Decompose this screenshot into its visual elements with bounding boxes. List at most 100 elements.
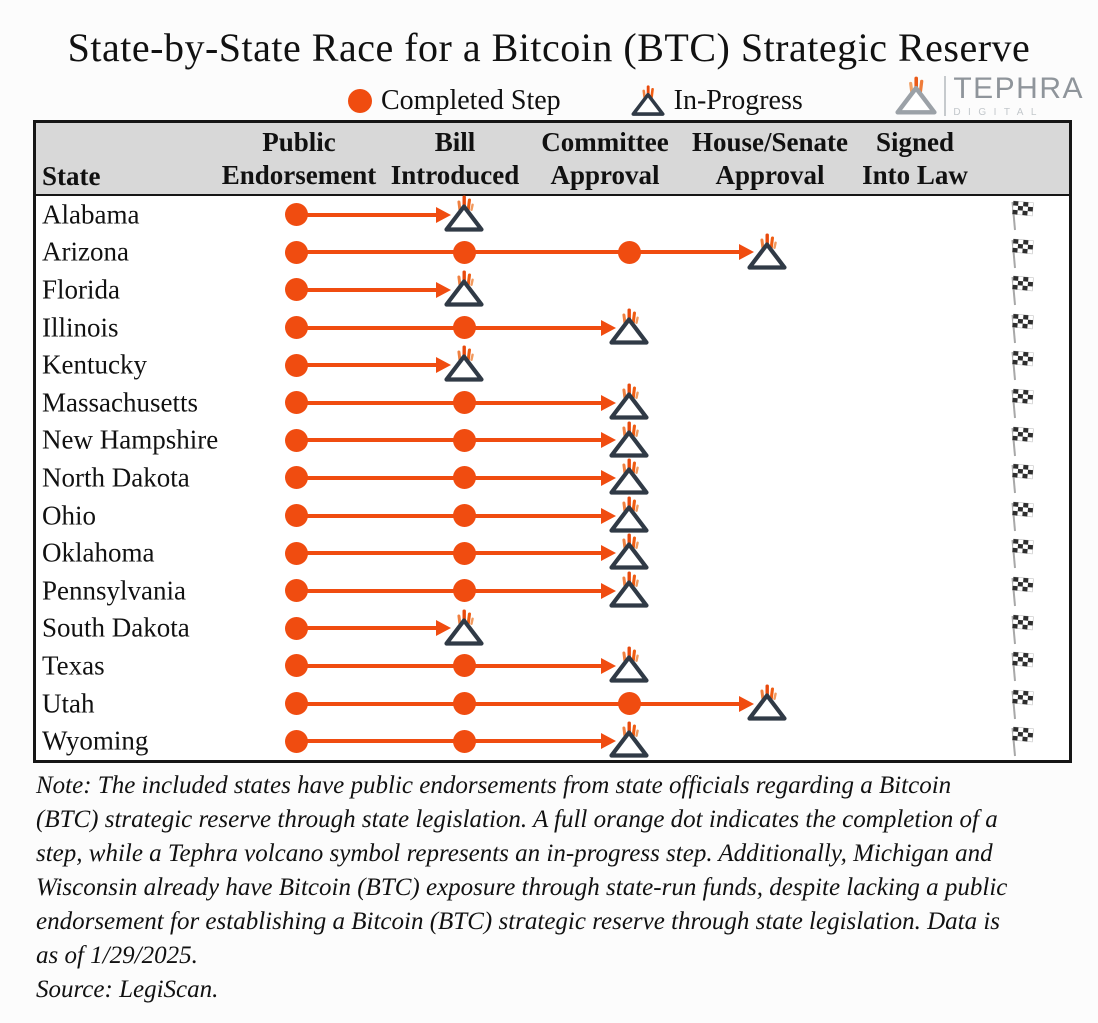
column-header-house-senate-approval: House/Senate Approval	[692, 126, 848, 192]
completed-dot-icon	[452, 579, 476, 603]
logo-sub: DIGITAL	[953, 107, 1044, 118]
state-row: Texas	[36, 646, 1069, 685]
source-line: Source: LegiScan.	[36, 976, 219, 1003]
arrowhead-icon	[601, 394, 616, 411]
tephra-logo: TEPHRA DIGITAL	[895, 74, 1084, 118]
arrowhead-icon	[739, 244, 754, 261]
state-name: Massachusetts	[42, 387, 198, 418]
footnote: Note: The included states have public en…	[36, 769, 1076, 1007]
progress-line	[464, 588, 603, 593]
arrowhead-icon	[601, 657, 616, 674]
column-header-line: Introduced	[390, 160, 520, 190]
volcano-icon	[444, 609, 484, 646]
state-row: Ohio	[36, 496, 1069, 535]
arrowhead-icon	[601, 545, 616, 562]
volcano-icon	[609, 383, 649, 420]
completed-dot-icon	[284, 692, 308, 716]
checkered-flag-icon	[1011, 463, 1034, 494]
footnote-line: as of 1/29/2025.	[36, 942, 198, 969]
progress-line	[464, 701, 629, 706]
progress-line	[296, 325, 464, 330]
progress-line	[296, 363, 438, 368]
legend: Completed Step In-Progress	[348, 85, 803, 117]
completed-dot-icon	[284, 316, 308, 340]
state-name: Arizona	[42, 236, 129, 267]
progress-line	[629, 701, 741, 706]
completed-dot-icon	[284, 278, 308, 302]
volcano-icon	[609, 458, 649, 495]
state-name: Kentucky	[42, 349, 147, 380]
state-row: South Dakota	[36, 609, 1069, 648]
completed-dot-icon	[284, 428, 308, 452]
arrowhead-icon	[436, 281, 451, 298]
column-header-line: Committee	[541, 127, 669, 157]
completed-dot-icon	[452, 654, 476, 678]
state-row: Alabama	[36, 195, 1069, 234]
completed-dot-icon	[452, 541, 476, 565]
completed-dot-icon	[452, 391, 476, 415]
state-row: Kentucky	[36, 345, 1069, 384]
checkered-flag-icon	[1011, 651, 1034, 682]
column-header-committee-approval: Committee Approval	[541, 126, 668, 192]
progress-line	[296, 475, 464, 480]
column-header-line: Approval	[715, 160, 825, 190]
footnote-line: Wisconsin already have Bitcoin (BTC) exp…	[36, 874, 1008, 901]
arrowhead-icon	[601, 432, 616, 449]
state-row: Wyoming	[36, 721, 1069, 760]
volcano-icon	[609, 571, 649, 608]
column-header-line: Into Law	[862, 160, 968, 190]
progress-line	[464, 325, 603, 330]
state-name: Illinois	[42, 312, 119, 343]
completed-dot-icon	[284, 391, 308, 415]
checkered-flag-icon	[1011, 200, 1034, 231]
checkered-flag-icon	[1011, 275, 1034, 306]
table-body: Alabama Arizona	[36, 195, 1069, 760]
legend-completed-label: Completed Step	[381, 85, 561, 116]
arrowhead-icon	[436, 620, 451, 637]
progress-line	[296, 287, 438, 292]
progress-line	[296, 663, 464, 668]
completed-dot-icon	[452, 692, 476, 716]
state-row: Utah	[36, 684, 1069, 723]
column-header-signed-into-law: Signed Into Law	[862, 126, 968, 192]
page-title: State-by-State Race for a Bitcoin (BTC) …	[67, 25, 1031, 70]
state-row: Arizona	[36, 233, 1069, 272]
progress-line	[464, 551, 603, 556]
completed-dot-icon	[452, 729, 476, 753]
progress-line	[296, 701, 464, 706]
footnote-line: step, while a Tephra volcano symbol repr…	[36, 840, 993, 867]
completed-dot-icon	[348, 89, 372, 113]
state-row: North Dakota	[36, 458, 1069, 497]
progress-line	[296, 438, 464, 443]
column-header-line: Signed	[875, 127, 955, 157]
logo-brand: TEPHRA	[953, 72, 1084, 105]
progress-line	[296, 250, 464, 255]
state-column-header: State	[42, 161, 101, 191]
state-name: South Dakota	[42, 612, 190, 643]
logo-text: TEPHRA DIGITAL	[953, 72, 1084, 119]
completed-dot-icon	[452, 428, 476, 452]
completed-dot-icon	[284, 240, 308, 264]
volcano-icon	[747, 684, 787, 721]
volcano-icon	[444, 195, 484, 232]
column-header-line: Endorsement	[221, 160, 377, 190]
progress-table: State Public Endorsement Bill Introduced…	[33, 120, 1072, 763]
progress-line	[464, 438, 603, 443]
arrowhead-icon	[436, 357, 451, 374]
checkered-flag-icon	[1011, 539, 1034, 569]
progress-line	[296, 588, 464, 593]
state-row: Pennsylvania	[36, 571, 1069, 610]
progress-line	[296, 551, 464, 556]
progress-line	[296, 626, 438, 631]
volcano-icon	[609, 421, 649, 458]
state-name: Florida	[42, 274, 120, 305]
legend-item-completed: Completed Step	[348, 85, 561, 117]
checkered-flag-icon	[1011, 313, 1034, 343]
arrowhead-icon	[601, 733, 616, 750]
completed-dot-icon	[617, 240, 641, 264]
footnote-line: Note: The included states have public en…	[36, 772, 952, 799]
completed-dot-icon	[284, 616, 308, 640]
checkered-flag-icon	[1011, 238, 1034, 268]
column-header-bill-introduced: Bill Introduced	[391, 126, 520, 192]
column-header-public-endorsement: Public Endorsement	[222, 126, 377, 192]
